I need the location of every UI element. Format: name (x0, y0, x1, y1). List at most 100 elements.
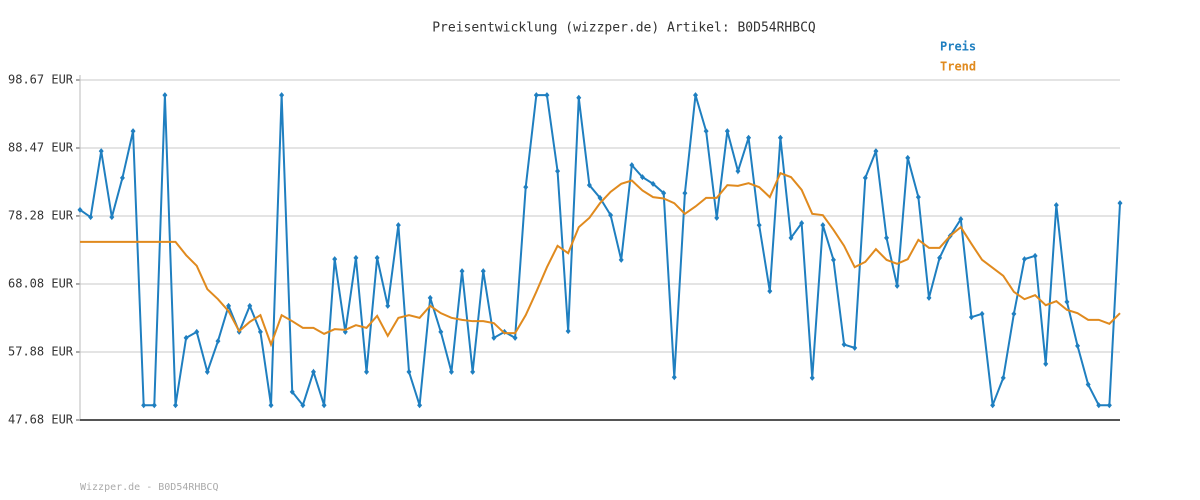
point (321, 402, 327, 409)
point (724, 128, 730, 135)
point (756, 222, 762, 229)
point (151, 402, 157, 409)
point (459, 268, 465, 275)
point (1096, 402, 1102, 409)
point (682, 190, 688, 197)
point (671, 374, 677, 381)
footer: Wizzper.de - B0D54RHBCQ (80, 482, 218, 493)
point (88, 214, 94, 221)
point (830, 256, 836, 263)
point (1106, 402, 1112, 409)
point (268, 402, 274, 409)
point (1053, 202, 1059, 209)
point (1064, 298, 1070, 305)
point (310, 368, 316, 375)
point (523, 184, 529, 191)
y-tick-label: 78.28 EUR (8, 208, 74, 222)
point (1032, 252, 1038, 259)
point (109, 214, 115, 221)
point (215, 338, 221, 345)
point (820, 222, 826, 229)
point (395, 222, 401, 229)
point (1043, 360, 1049, 367)
point (183, 334, 189, 341)
legend-entry: Trend (940, 60, 976, 74)
point (1021, 256, 1027, 263)
point (608, 212, 614, 219)
point (650, 180, 656, 187)
point (1075, 342, 1081, 349)
point (926, 294, 932, 301)
point (141, 402, 147, 409)
y-tick-label: 88.47 EUR (8, 141, 74, 155)
point (555, 168, 561, 175)
point (438, 328, 444, 335)
point (406, 368, 412, 375)
point (162, 92, 168, 99)
point (968, 314, 974, 321)
legend-entry: Preis (940, 40, 976, 54)
point (1117, 200, 1123, 207)
y-tick-label: 68.08 EUR (8, 276, 74, 290)
point (639, 174, 645, 181)
point (703, 128, 709, 135)
y-tick-label: 98.67 EUR (8, 73, 74, 87)
point (735, 168, 741, 175)
point (746, 134, 752, 141)
point (958, 216, 964, 223)
point (597, 194, 603, 201)
point (279, 92, 285, 99)
point (809, 374, 815, 381)
point (905, 154, 911, 161)
chart-title: Preisentwicklung (wizzper.de) Artikel: B… (432, 21, 816, 36)
point (1011, 310, 1017, 317)
point (618, 256, 624, 263)
point (777, 134, 783, 141)
point (852, 344, 858, 351)
point (385, 302, 391, 309)
point (130, 128, 136, 135)
point (693, 92, 699, 99)
point (661, 190, 667, 197)
point (873, 148, 879, 155)
point (979, 310, 985, 317)
point (427, 294, 433, 301)
point (353, 254, 359, 261)
point (300, 402, 306, 409)
point (586, 182, 592, 189)
point (226, 302, 232, 309)
point (364, 368, 370, 375)
point (629, 162, 635, 169)
point (512, 334, 518, 341)
point (576, 94, 582, 101)
point (799, 220, 805, 227)
point (417, 402, 423, 409)
point (533, 92, 539, 99)
point (544, 92, 550, 99)
point (194, 328, 200, 335)
point (862, 174, 868, 181)
point (448, 368, 454, 375)
point (173, 402, 179, 409)
point (915, 194, 921, 201)
point (894, 282, 900, 289)
point (841, 341, 847, 348)
point (565, 328, 571, 335)
point (257, 328, 263, 335)
point (204, 368, 210, 375)
point (247, 302, 253, 309)
point (119, 174, 125, 181)
line-trend (80, 171, 1121, 348)
point (77, 206, 83, 213)
point (470, 368, 476, 375)
y-tick-label: 57.88 EUR (8, 344, 74, 358)
point (788, 234, 794, 241)
point (767, 288, 773, 295)
point (289, 388, 295, 395)
point (990, 402, 996, 409)
point (1000, 374, 1006, 381)
point (491, 334, 497, 341)
